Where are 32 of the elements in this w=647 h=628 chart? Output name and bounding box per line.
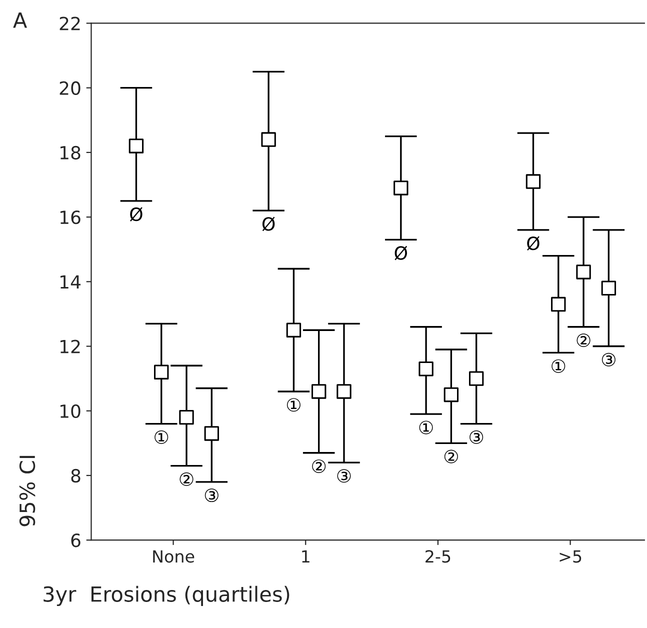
- text: ③: [204, 488, 218, 502]
- text: Ø: [130, 207, 142, 222]
- text: ②: [576, 333, 590, 347]
- y-tick-label: 10: [60, 404, 80, 418]
- text: ①: [154, 430, 168, 444]
- text: ①: [286, 398, 300, 412]
- x-tick-label: 1: [302, 550, 310, 562]
- text: ①: [552, 359, 566, 373]
- text: ①: [419, 420, 433, 434]
- y-tick-label: 22: [60, 16, 80, 30]
- x-axis-title: 3yr Erosions (quartiles): [44, 586, 290, 606]
- text: ③: [337, 469, 351, 483]
- text: A: [13, 12, 28, 28]
- y-tick-label: 8: [71, 468, 80, 483]
- x-tick-label: >5: [560, 550, 582, 563]
- y-tick-label: 14: [60, 275, 80, 289]
- y-tick-label: 6: [71, 534, 80, 548]
- y-axis-title: 95% CI: [19, 456, 36, 526]
- x-tick-label: 2-5: [426, 550, 450, 563]
- text: ③: [470, 430, 484, 444]
- text: ②: [180, 472, 194, 486]
- text: Ø: [394, 246, 408, 260]
- text: ②: [444, 450, 458, 464]
- text: Ø: [262, 216, 275, 232]
- x-tick-label: None: [153, 550, 194, 563]
- y-tick-label: 16: [60, 210, 80, 224]
- y-tick-label: 18: [60, 146, 80, 160]
- y-tick-label: 20: [60, 81, 80, 95]
- y-tick-label: 12: [60, 340, 80, 354]
- text: Ø: [527, 236, 540, 251]
- text: ②: [312, 459, 326, 473]
- text: ③: [602, 352, 616, 366]
